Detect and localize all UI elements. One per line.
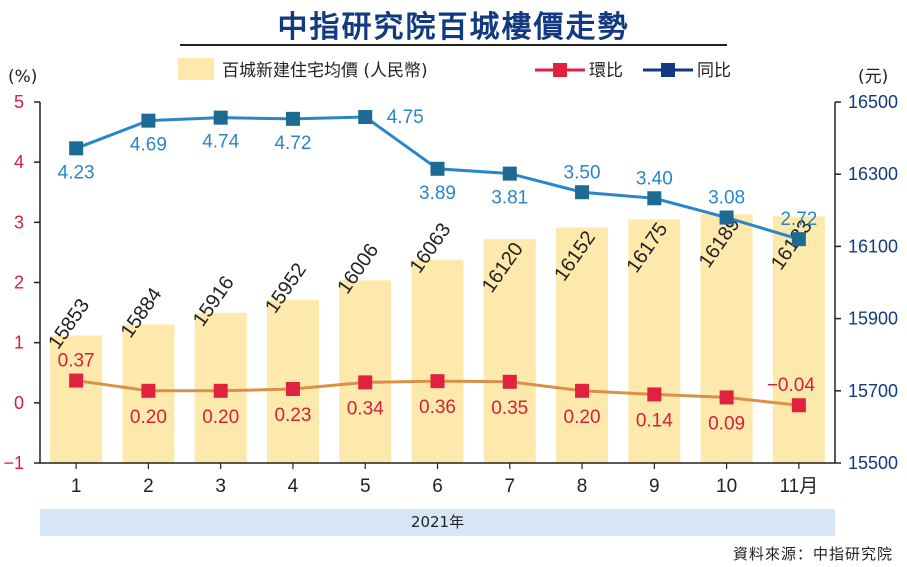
right-tick-label: 15500 (848, 453, 898, 473)
x-tick-label-8: 8 (577, 476, 588, 497)
mom-point-11 (791, 398, 806, 413)
mom-point-9 (647, 387, 662, 402)
yoy-label-5: 4.75 (387, 107, 424, 128)
legend-yoy-label: 同比 (697, 61, 731, 81)
mom-point-8 (575, 383, 590, 398)
mom-point-3 (213, 383, 228, 398)
yoy-point-8 (575, 185, 590, 200)
yoy-label-6: 3.89 (419, 183, 456, 204)
yoy-point-11 (791, 232, 806, 247)
legend-yoy-marker (661, 63, 675, 77)
legend-bar-label: 百城新建住宅均價 (人民幣) (222, 61, 428, 81)
yoy-point-9 (647, 191, 662, 206)
x-tick-label-4: 4 (288, 476, 299, 497)
x-tick-label-9: 9 (649, 476, 660, 497)
mom-point-2 (141, 383, 156, 398)
mom-point-5 (358, 375, 373, 390)
price-bar-7 (483, 239, 536, 463)
mom-label-9: 0.14 (636, 410, 673, 431)
mom-label-4: 0.23 (274, 405, 311, 426)
left-tick-label: −1 (3, 453, 24, 473)
title-underline (180, 44, 727, 46)
yoy-label-4: 4.72 (274, 133, 311, 154)
x-tick-label-3: 3 (215, 476, 226, 497)
yoy-point-6 (430, 161, 445, 176)
x-tick-label-10: 10 (716, 476, 737, 497)
mom-label-6: 0.36 (419, 397, 456, 418)
yoy-point-7 (502, 166, 517, 181)
right-tick-label: 15700 (848, 381, 898, 401)
price-bar-1 (50, 335, 103, 463)
mom-label-8: 0.20 (564, 407, 601, 428)
right-axis-unit: (元) (858, 67, 888, 87)
price-bar-8 (556, 227, 609, 463)
mom-point-4 (285, 381, 300, 396)
price-bar-11 (772, 216, 825, 463)
left-axis-unit: (%) (8, 67, 37, 87)
left-tick-label: 1 (14, 333, 24, 353)
mom-point-6 (430, 374, 445, 389)
year-band: 2021年 (40, 509, 835, 536)
yoy-label-1: 4.23 (58, 162, 95, 183)
left-tick-label: 0 (14, 393, 24, 413)
price-trend-chart: −1 0 1 2 3 4 5 15500 15700 15900 16100 16300 16500 (%… (3, 58, 898, 497)
chart-title: 中指研究院百城樓價走勢 (277, 10, 630, 45)
mom-label-10: 0.09 (708, 413, 745, 434)
x-tick-label-6: 6 (432, 476, 443, 497)
left-tick-label: 4 (14, 152, 24, 172)
source-note: 資料來源：中指研究院 (732, 545, 893, 563)
yoy-label-7: 3.81 (491, 188, 528, 209)
right-tick-label: 16300 (848, 164, 898, 184)
legend-mom-label: 環比 (589, 61, 623, 81)
yoy-label-3: 4.74 (202, 132, 239, 153)
x-tick-label-2: 2 (143, 476, 154, 497)
mom-label-7: 0.35 (491, 398, 528, 419)
price-bar-6 (411, 259, 464, 463)
right-tick-label: 16500 (848, 92, 898, 112)
yoy-point-3 (213, 110, 228, 125)
x-tick-label-11: 11月 (779, 476, 818, 497)
x-tick-label-1: 1 (71, 476, 82, 497)
yoy-point-5 (358, 110, 373, 125)
mom-label-1: 0.37 (58, 351, 95, 372)
mom-point-10 (719, 390, 734, 405)
price-bar-4 (266, 299, 319, 463)
yoy-point-2 (141, 113, 156, 128)
yoy-label-2: 4.69 (130, 135, 167, 156)
yoy-label-9: 3.40 (636, 168, 673, 189)
price-bar-5 (339, 280, 392, 463)
mom-label-3: 0.20 (202, 407, 239, 428)
yoy-point-1 (69, 141, 84, 156)
right-tick-label: 16100 (848, 236, 898, 256)
price-bar-9 (628, 219, 681, 463)
yoy-point-4 (285, 111, 300, 126)
yoy-point-10 (719, 210, 734, 225)
price-bar-10 (700, 214, 753, 463)
mom-label-2: 0.20 (130, 407, 167, 428)
left-tick-label: 3 (14, 212, 24, 232)
mom-point-1 (69, 373, 84, 388)
yoy-label-11: 2.72 (780, 209, 817, 230)
mom-label-11: −0.04 (767, 375, 816, 396)
left-tick-label: 2 (14, 273, 24, 293)
mom-label-5: 0.34 (347, 398, 384, 419)
right-tick-label: 15900 (848, 309, 898, 329)
mom-point-7 (502, 374, 517, 389)
legend-bar-swatch (178, 58, 214, 80)
x-tick-label-5: 5 (360, 476, 371, 497)
left-tick-label: 5 (14, 92, 24, 112)
legend-mom-marker (553, 63, 567, 77)
x-tick-label-7: 7 (504, 476, 515, 497)
yoy-label-10: 3.08 (708, 188, 745, 209)
yoy-label-8: 3.50 (564, 162, 601, 183)
